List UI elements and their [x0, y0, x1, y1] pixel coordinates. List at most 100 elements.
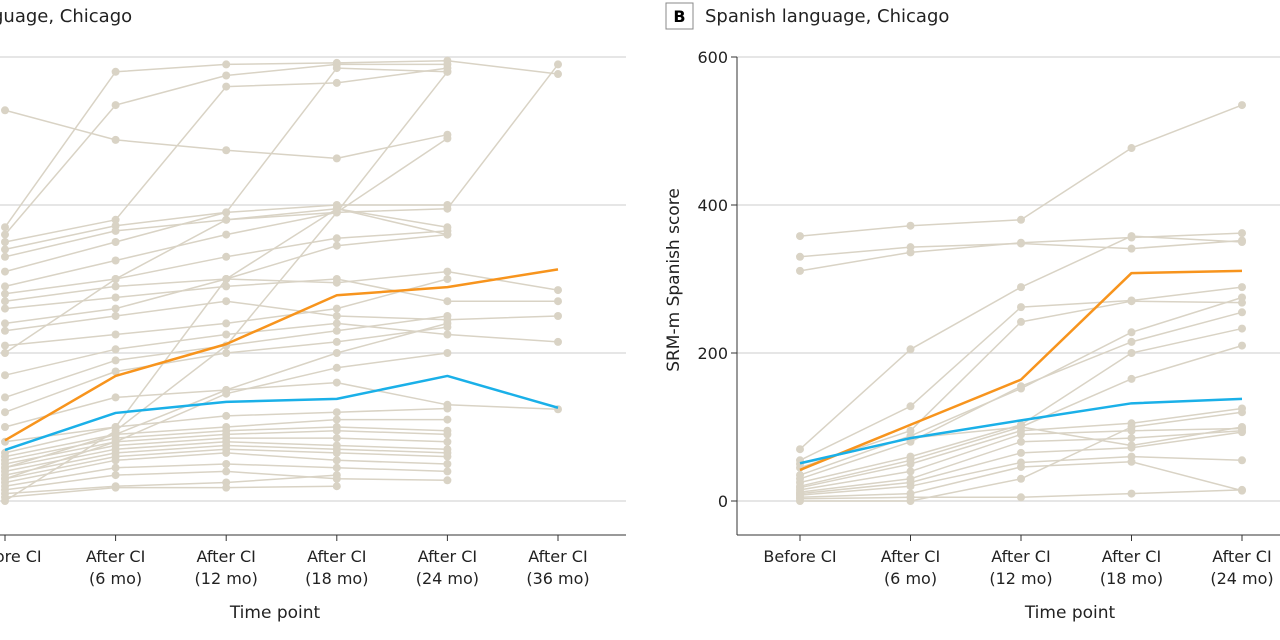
- panel-a-individual-line-point: [222, 146, 231, 155]
- panel-a-individual-line-point: [332, 448, 341, 457]
- panel-b-y-tick-label: 0: [718, 492, 728, 511]
- panel-a-individual-line-point: [554, 297, 562, 306]
- panel-b-individual-line-point: [1238, 101, 1246, 110]
- panel-a-individual-line-point: [443, 319, 452, 328]
- panel-b-individual-line-point: [796, 497, 804, 505]
- panel-a-individual-line-point: [1, 252, 9, 261]
- panel-a-individual-line-point: [332, 275, 341, 283]
- panel-a-individual-line-point: [1, 349, 9, 357]
- panel-b-individual-line-point: [1238, 283, 1246, 292]
- panel-a-individual-line-point: [222, 297, 231, 306]
- panel-a-individual-line-point: [332, 78, 341, 87]
- panel-a-individual-line-point: [1, 267, 9, 276]
- panel-b: B Spanish language, Chicago Time point S…: [664, 2, 1280, 623]
- panel-a-x-tick-label: (12 mo): [195, 569, 258, 588]
- panel-b-individual-line-point: [1238, 229, 1246, 238]
- panel-b-individual-line-point: [1017, 303, 1025, 312]
- panel-a-individual-line: [4, 270, 559, 302]
- panel-a-individual-line-point: [443, 430, 452, 439]
- panel-a-individual-line-point: [111, 423, 120, 431]
- panel-a-individual-line-point: [1, 497, 9, 505]
- panel-a-individual-line-point: [1, 304, 9, 313]
- panel-a-individual-line-point: [111, 393, 120, 402]
- panel-a-individual-line-point: [554, 286, 562, 295]
- panel-a-orange-line: [4, 268, 559, 442]
- panel-a-individual-line-point: [111, 463, 120, 472]
- panel-a-individual-line-point: [443, 297, 452, 306]
- panel-a-individual-line-point: [111, 456, 120, 465]
- panel-b-letter: B: [673, 7, 685, 26]
- panel-b-individual-line-point: [1017, 437, 1025, 446]
- panel-a-individual-line-point: [332, 337, 341, 346]
- panel-b-individual-line-point: [796, 252, 804, 261]
- panel-b-x-tick-label: After CI: [991, 547, 1050, 566]
- panel-a-individual-line-point: [332, 363, 341, 372]
- panel-b-x-tick-label: (24 mo): [1210, 569, 1273, 588]
- panel-a-x-tick-label: After CI: [86, 547, 145, 566]
- panel-a-individual-line-point: [222, 319, 231, 328]
- panel-a-individual-line-point: [332, 241, 341, 250]
- panel-b-x-axis-label: Time point: [1024, 603, 1116, 623]
- panel-a-individual-line-point: [222, 349, 231, 357]
- panel-a-title: guage, Chicago: [0, 6, 132, 27]
- panel-a-individual-line: [4, 485, 337, 499]
- panel-b-individual-line-point: [796, 460, 804, 468]
- panel-a-individual-line-point: [332, 463, 341, 472]
- panel-a-individual-line-point: [111, 67, 120, 76]
- panel-a-individual-line-point: [554, 312, 562, 320]
- panel-b-x-tick-label: After CI: [881, 547, 940, 566]
- panel-a-individual-line-point: [332, 204, 341, 213]
- panel-b-individual-line-point: [1017, 238, 1025, 247]
- panel-a: guage, Chicago Time point Before CI After…: [0, 6, 626, 623]
- panel-b-individual-line-point: [906, 467, 915, 476]
- panel-a-individual-line-point: [111, 330, 120, 339]
- panel-a-individual-line: [4, 474, 337, 495]
- panel-b-individual-line-point: [1017, 474, 1025, 483]
- panel-a-x-tick-label: After CI: [528, 547, 587, 566]
- panel-a-x-axis-label: Time point: [229, 603, 321, 623]
- panel-a-individual-line-point: [111, 356, 120, 365]
- panel-b-orange-line: [799, 269, 1243, 472]
- panel-a-individual-line-point: [222, 483, 231, 492]
- panel-b-individual-line-point: [1127, 232, 1136, 241]
- panel-a-individual-line-point: [1, 408, 9, 417]
- panel-b-individual-line-point: [906, 402, 915, 411]
- panel-b-individual-line-point: [906, 460, 915, 468]
- panel-b-individual-line-point: [906, 221, 915, 230]
- panel-b-individual-line-point: [1017, 382, 1025, 391]
- panel-b-individual-line-point: [1127, 374, 1136, 383]
- panel-a-x-tick-label: (18 mo): [305, 569, 368, 588]
- panel-a-individual-line-point: [1, 106, 9, 115]
- panel-a-individual-line-point: [111, 483, 120, 492]
- panel-a-individual-line-point: [443, 267, 452, 276]
- panel-b-individual-line-point: [1238, 408, 1246, 417]
- panel-a-individual-line-point: [332, 426, 341, 435]
- panel-a-individual-line-point: [1, 319, 9, 328]
- panel-a-individual-line-point: [222, 60, 231, 69]
- panel-b-individual-line-point: [1017, 462, 1025, 471]
- panel-b-individual-line-point: [1127, 441, 1136, 450]
- panel-b-x-tick-label: (6 mo): [884, 569, 937, 588]
- panel-a-individual-line-point: [443, 67, 452, 76]
- panel-a-individual-line: [4, 381, 559, 428]
- panel-a-x-tick-label: Before CI: [0, 547, 42, 566]
- panel-a-individual-line-point: [222, 208, 231, 217]
- panel-a-x-tick-label: (6 mo): [89, 569, 142, 588]
- panel-a-individual-line-point: [111, 345, 120, 354]
- panel-a-individual-line-point: [332, 456, 341, 465]
- panel-a-individual-line-point: [332, 319, 341, 328]
- panel-b-individual-line-point: [1238, 238, 1246, 246]
- panel-b-individual-line-point: [1127, 423, 1136, 431]
- panel-a-individual-line-point: [222, 448, 231, 457]
- panel-a-individual-line-point: [443, 134, 452, 143]
- panel-a-individual-line-point: [332, 482, 341, 491]
- panel-a-x-tick-label: After CI: [307, 547, 366, 566]
- panel-a-individual-line-point: [222, 467, 231, 476]
- panel-b-individual-line-point: [1017, 493, 1025, 502]
- panel-a-individual-line-point: [332, 415, 341, 424]
- panel-a-individual-line-point: [111, 430, 120, 439]
- panel-b-individual-line-point: [1238, 308, 1246, 317]
- panel-a-individual-line-point: [332, 312, 341, 320]
- panel-a-individual-line-point: [111, 275, 120, 283]
- panel-b-y-axis-label: SRM-m Spanish score: [664, 188, 684, 372]
